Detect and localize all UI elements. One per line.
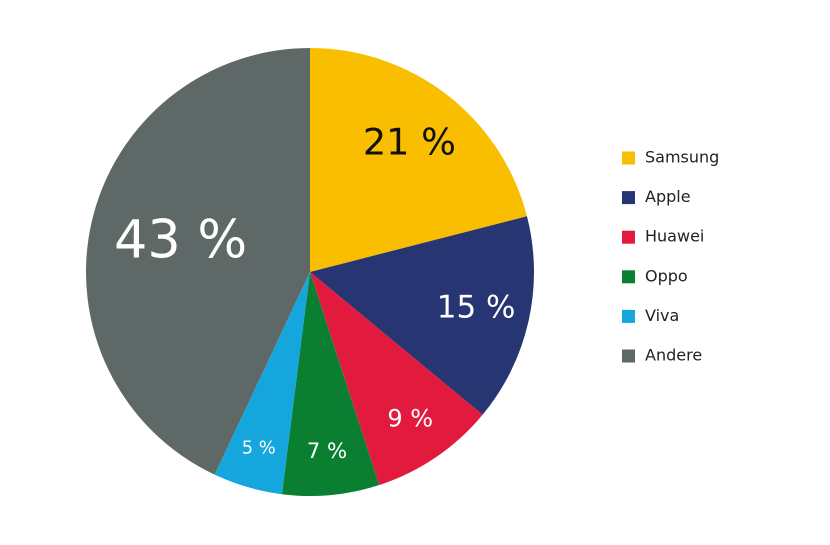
- pie-slice: [310, 272, 483, 486]
- legend-text: Apple: [645, 187, 691, 206]
- slice-label: 5 %: [242, 437, 276, 458]
- legend-text: Oppo: [645, 266, 688, 285]
- pie-slice: [281, 272, 380, 497]
- legend-swatch: [622, 309, 635, 323]
- pie-slice: [85, 48, 310, 475]
- legend-swatch: [622, 270, 635, 284]
- slice-label: 9 %: [387, 404, 433, 432]
- pie-slice: [214, 272, 310, 495]
- legend-text: Andere: [645, 346, 702, 365]
- legend-swatch: [622, 191, 635, 205]
- slice-label: 43 %: [114, 210, 247, 271]
- legend-text: Huawei: [645, 227, 704, 246]
- legend-swatch: [622, 230, 635, 244]
- slice-label: 7 %: [307, 438, 347, 463]
- legend-swatch: [622, 151, 635, 165]
- slice-label: 21 %: [363, 120, 456, 163]
- legend-text: Viva: [645, 306, 679, 325]
- legend-swatch: [622, 349, 635, 363]
- pie-slice: [310, 216, 534, 415]
- pie-slice: [310, 48, 527, 272]
- slice-label: 15 %: [437, 290, 516, 326]
- legend-text: Samsung: [645, 148, 719, 167]
